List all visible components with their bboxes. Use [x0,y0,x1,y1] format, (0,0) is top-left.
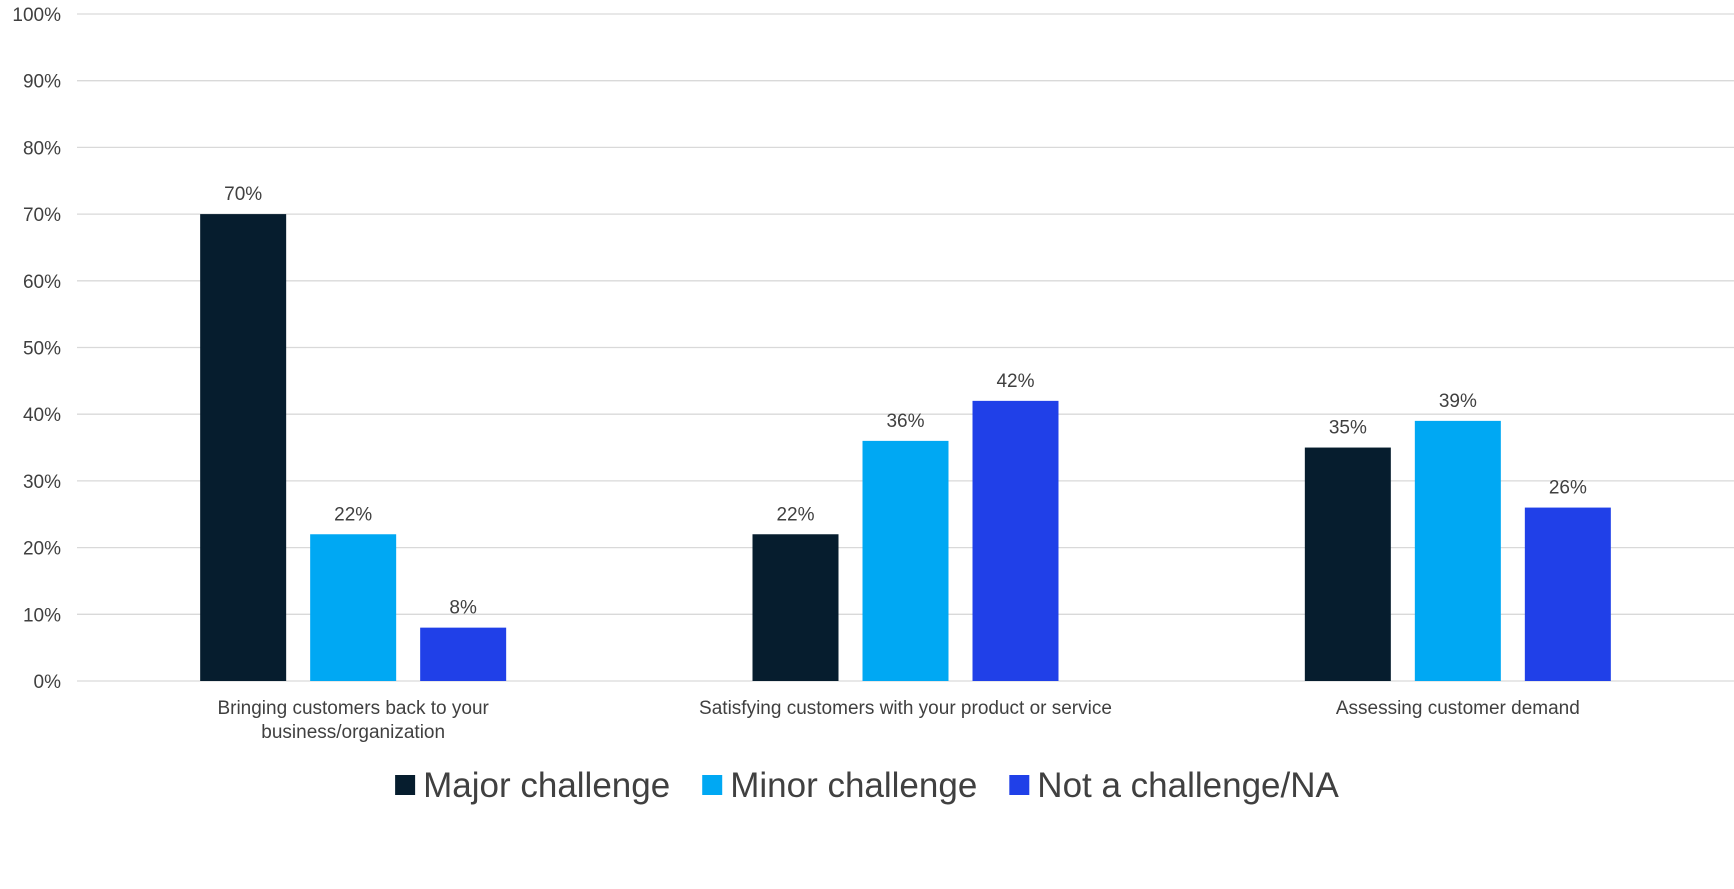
data-label: 22% [334,504,372,525]
legend-label: Major challenge [423,766,670,805]
y-tick-label: 40% [23,405,61,426]
y-tick-label: 20% [23,539,61,560]
data-label: 26% [1549,478,1587,499]
data-label: 8% [449,598,477,619]
y-tick-label: 60% [23,272,61,293]
category-label: Assessing customer demand [1336,698,1580,719]
bar-major-challenge-0 [200,214,287,681]
y-axis-tick-labels: 0% 10% 20% 30% 40% 50% 60% 70% 80% 90% 100% [12,5,61,693]
legend-swatch [1009,775,1030,795]
legend-swatch [395,775,416,795]
y-tick-label: 30% [23,472,61,493]
legend-label: Minor challenge [730,766,977,805]
legend-item-not-a-challenge-na: Not a challenge/NA [1009,766,1340,805]
category-label: Satisfying customers with your product o… [699,698,1112,719]
y-tick-label: 80% [23,138,61,159]
bar-not-a-challenge-na-0 [420,627,507,681]
data-label: 35% [1329,418,1367,439]
data-label: 42% [996,371,1034,392]
data-label: 70% [224,184,262,205]
bars [200,214,1611,681]
legend-item-major-challenge: Major challenge [395,766,670,805]
legend-item-minor-challenge: Minor challenge [702,766,977,805]
category-label: business/organization [261,722,445,743]
legend-label: Not a challenge/NA [1037,766,1339,805]
data-labels: 70% 22% 8% 22% 36% 42% 35% 39% 26% [224,184,1587,619]
y-tick-label: 10% [23,605,61,626]
y-tick-label: 0% [34,672,62,693]
legend-swatch [702,775,723,795]
data-label: 22% [776,504,814,525]
data-label: 39% [1439,391,1477,412]
bar-major-challenge-2 [1304,447,1391,681]
bar-minor-challenge-0 [310,534,397,681]
legend: Major challenge Minor challenge Not a chal… [395,766,1340,805]
data-label: 36% [886,411,924,432]
y-tick-label: 90% [23,72,61,93]
bar-minor-challenge-2 [1414,420,1501,681]
y-tick-label: 50% [23,339,61,360]
y-tick-label: 100% [12,5,61,26]
bar-minor-challenge-1 [862,440,949,681]
y-tick-label: 70% [23,205,61,226]
bar-major-challenge-1 [752,534,839,681]
x-axis-category-labels: Bringing customers back to your business/… [217,698,1579,743]
bar-not-a-challenge-na-2 [1524,507,1611,681]
category-label: Bringing customers back to your [217,698,489,719]
bar-not-a-challenge-na-1 [972,400,1059,681]
